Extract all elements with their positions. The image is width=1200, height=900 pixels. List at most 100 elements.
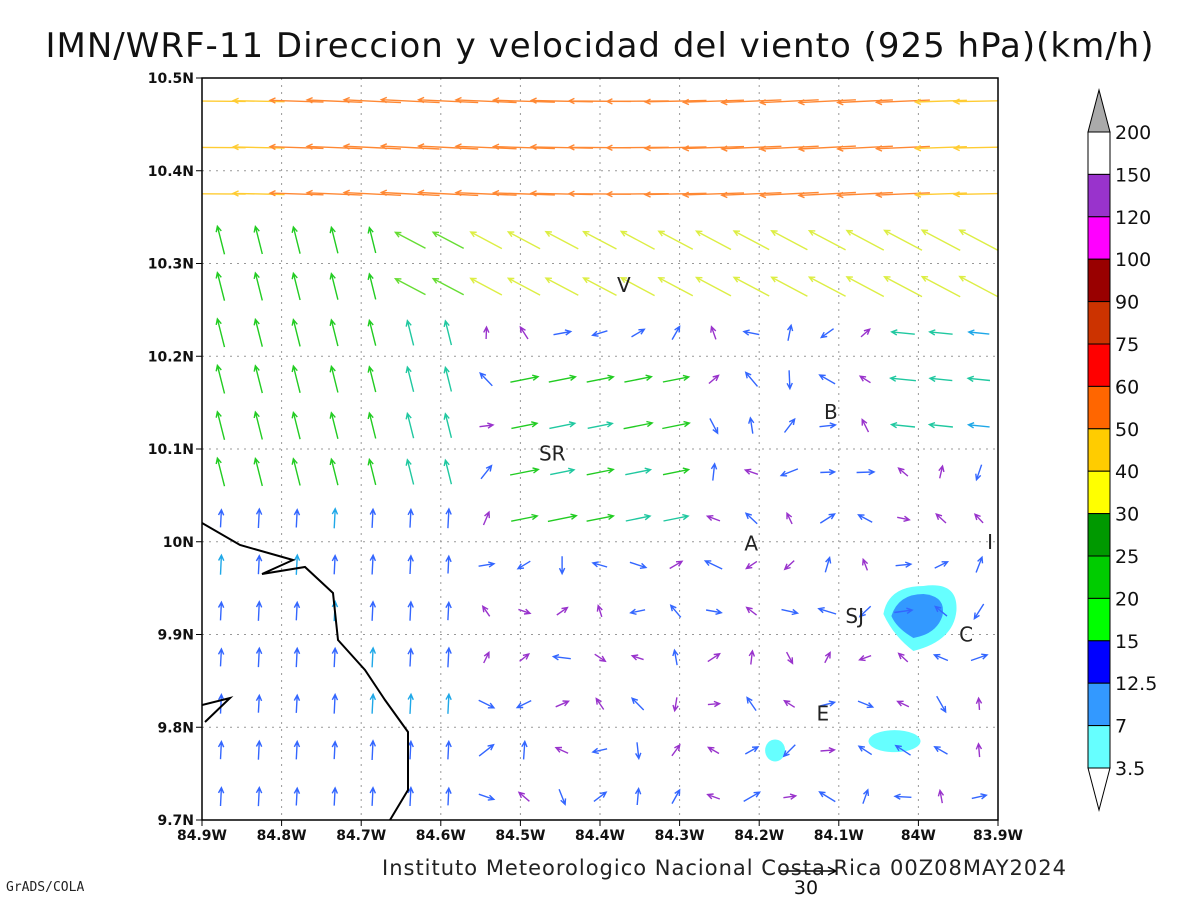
footer-credit: Instituto Meteorologico Nacional Costa R…	[382, 856, 1067, 880]
wind-vector	[443, 412, 453, 438]
island-path	[202, 696, 234, 723]
wind-vector	[895, 561, 913, 568]
calm-region	[868, 730, 921, 753]
wind-vector	[694, 230, 732, 251]
colorbar-swatch	[1087, 555, 1111, 599]
wind-vector	[217, 739, 225, 760]
wind-vector	[860, 328, 871, 338]
colorbar-label: 75	[1115, 334, 1139, 356]
wind-vector	[510, 374, 540, 383]
colorbar-swatch	[1087, 513, 1111, 557]
city-label: E	[817, 701, 830, 725]
wind-vector	[758, 191, 819, 199]
wind-vector	[342, 189, 402, 197]
wind-vector	[329, 457, 339, 486]
wind-vector	[491, 97, 555, 104]
grid-lines	[202, 78, 998, 820]
wind-vector	[519, 652, 531, 662]
y-tick-label: 9.8N	[157, 720, 194, 736]
colorbar-label: 60	[1115, 376, 1139, 398]
wind-vector	[517, 791, 530, 802]
x-tick-label: 84.8W	[257, 828, 307, 844]
wind-vector	[896, 700, 910, 708]
wind-vector	[595, 697, 605, 710]
wind-vector	[491, 189, 555, 197]
wind-vector	[445, 786, 452, 806]
wind-vector	[393, 231, 426, 249]
wind-vector	[217, 508, 225, 528]
wind-vector	[857, 700, 875, 709]
wind-vector	[593, 791, 608, 802]
wind-vector	[836, 145, 893, 152]
wind-vector	[215, 410, 226, 440]
wind-vector	[797, 145, 856, 152]
wind-vector	[443, 365, 453, 392]
coastline	[202, 522, 409, 820]
wind-vector	[483, 650, 490, 664]
wind-vector	[889, 375, 916, 382]
wind-vector	[748, 416, 755, 434]
wind-vector	[657, 276, 694, 297]
wind-vector	[874, 145, 930, 152]
wind-vector	[820, 700, 837, 707]
wind-vector	[890, 329, 915, 336]
wind-vector	[625, 513, 652, 522]
wind-vector	[623, 420, 654, 430]
wind-vector	[970, 653, 989, 662]
wind-vector	[268, 97, 324, 104]
colorbar-swatch	[1087, 216, 1111, 260]
wind-vector	[975, 555, 984, 573]
wind-vector	[506, 277, 541, 296]
wind-vector	[416, 143, 479, 150]
colorbar-top-arrow	[1087, 88, 1111, 133]
wind-vector	[862, 557, 869, 571]
wind-vector	[836, 98, 893, 106]
wind-vector	[558, 788, 567, 806]
wind-vector	[369, 786, 377, 806]
wind-vector	[952, 144, 998, 152]
wind-vector	[255, 554, 263, 575]
wind-vector	[671, 788, 681, 804]
wind-vector	[481, 604, 491, 617]
wind-vector	[329, 225, 339, 254]
wind-vector	[857, 514, 873, 523]
wind-vector	[745, 560, 758, 570]
wind-vector	[215, 317, 226, 348]
wind-vector	[662, 420, 691, 430]
wind-vector	[215, 363, 226, 394]
wind-vector	[305, 96, 363, 104]
wind-vector	[681, 191, 745, 199]
wind-vector	[662, 467, 691, 476]
wind-vector	[862, 788, 870, 804]
wind-vector	[293, 553, 301, 575]
x-tick-label: 83.9W	[973, 828, 1023, 844]
wind-vector	[703, 560, 723, 570]
wind-vector	[445, 600, 452, 621]
wind-vector	[770, 276, 808, 297]
wind-vector	[369, 553, 377, 575]
wind-vector	[405, 458, 415, 485]
colorbar-label: 40	[1115, 461, 1139, 483]
coastline-path	[202, 522, 409, 820]
wind-vector	[874, 191, 930, 199]
colorbar-label: 12.5	[1115, 673, 1157, 695]
wind-vector	[215, 271, 226, 301]
colorbar-swatch	[1087, 385, 1111, 430]
wind-vector	[920, 229, 961, 252]
wind-vector	[913, 144, 967, 152]
colorbar-label: 15	[1115, 631, 1139, 653]
wind-vector	[509, 467, 540, 476]
wind-vector	[707, 652, 721, 663]
wind-vector	[469, 231, 503, 250]
wind-vector	[405, 411, 415, 439]
wind-vector	[824, 555, 832, 573]
wind-vector	[786, 323, 794, 341]
x-tick-label: 84.5W	[495, 828, 545, 844]
wind-vector	[935, 513, 947, 524]
wind-vector	[744, 371, 759, 387]
colorbar-swatch	[1087, 597, 1111, 642]
wind-vector	[291, 457, 301, 486]
wind-vector	[820, 468, 837, 476]
wind-vector	[779, 468, 799, 477]
x-tick-label: 84.6W	[416, 828, 466, 844]
